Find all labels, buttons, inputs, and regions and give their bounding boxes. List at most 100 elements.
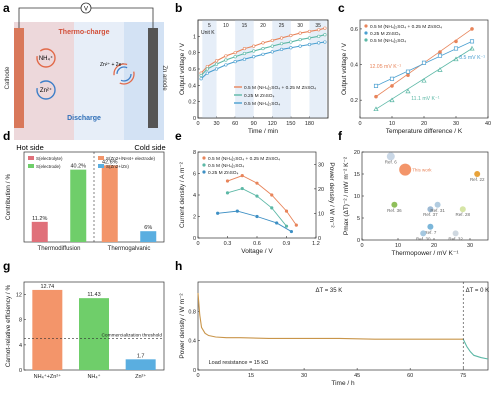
data-point — [389, 97, 395, 103]
data-point — [240, 186, 244, 191]
data-point — [390, 84, 394, 88]
series-line — [462, 338, 489, 360]
cold-side-label: Cold side — [134, 143, 165, 152]
slope-annotation: 11.1 mV K⁻¹ — [411, 96, 440, 102]
data-point — [469, 39, 475, 44]
y-tick-label: 0.2 — [188, 100, 196, 106]
legend-label: 0.5 M (NH₄)₂SO₄ — [208, 163, 244, 169]
legend-label: 0.5 M (NH₄)₂SO₄ + 0.25 M ZnSO₄ — [208, 156, 280, 162]
x-axis-label: Thermopower / mV K⁻¹ — [391, 250, 459, 257]
data-point — [307, 36, 312, 40]
y-tick-label: 0.4 — [350, 63, 358, 69]
data-point — [406, 73, 410, 78]
y-tick-label: 4 — [193, 193, 196, 199]
y2-axis-label: Power density / W m⁻² — [328, 162, 335, 228]
panel-letter: f — [338, 129, 343, 143]
unit-label: Unit K — [201, 30, 215, 36]
y-tick-label: 8 — [19, 318, 22, 324]
point-label: Ref. 32 — [448, 236, 463, 241]
data-point — [224, 54, 228, 58]
series-line — [200, 27, 326, 74]
legend-swatch — [98, 156, 104, 160]
x-tick-label: 75 — [460, 373, 466, 379]
y-tick-label: 0.4 — [188, 83, 196, 89]
chart-b: 0 30 60 90 120 150 180 0 0.2 0.4 0.6 0.8 1 Time / min… — [179, 19, 329, 135]
data-point — [391, 201, 398, 208]
group-label: Thermogalvanic — [108, 246, 151, 252]
legend-swatch — [98, 164, 104, 168]
data-point — [270, 206, 274, 210]
chart-h: 0 15 30 45 60 75 0 0.4 0.8 Time / h Power density … — [179, 281, 489, 387]
bar-value-label: 42.6% — [102, 159, 118, 165]
threshold-label: Commercialization threshold — [101, 333, 162, 339]
data-point — [224, 58, 228, 62]
x-tick-label: 0 — [358, 121, 361, 127]
y-tick-label: 10 — [354, 194, 360, 200]
data-point — [261, 52, 265, 56]
data-point — [434, 201, 441, 208]
data-point — [255, 194, 259, 198]
data-point — [233, 55, 237, 59]
y-tick-label: 0 — [193, 116, 196, 122]
bar-value-label: 12.74 — [40, 284, 54, 290]
step-label: 15 — [242, 23, 248, 29]
anode-plate — [148, 28, 158, 128]
step-label: 10 — [223, 23, 229, 29]
legend-marker — [202, 170, 206, 174]
data-point — [270, 44, 274, 48]
data-point — [279, 47, 284, 52]
data-point — [261, 41, 265, 45]
hot-side-label: Hot side — [16, 143, 44, 152]
data-point — [242, 46, 247, 51]
legend-label: S(Zn2+/Zn) — [106, 164, 129, 169]
bar-value-label: 11.43 — [87, 292, 100, 298]
x-tick-label: 30 — [453, 121, 459, 127]
x-tick-label: 1.2 — [312, 241, 320, 247]
legend-marker — [364, 31, 368, 35]
bar — [70, 169, 87, 242]
plot-frame — [361, 151, 489, 241]
x-tick-label: 60 — [232, 121, 238, 127]
data-point — [373, 83, 379, 88]
data-point — [214, 62, 219, 66]
ion-label-zn-e: Zn²⁺ + 2e⁻ — [100, 62, 124, 68]
category-label: Zn²⁺ — [135, 373, 146, 380]
legend-marker — [202, 156, 206, 160]
data-point — [437, 67, 443, 72]
data-point — [469, 45, 475, 51]
thermo-charge-label: Thermo-charge — [59, 29, 110, 36]
data-point — [261, 46, 265, 51]
x-tick-label: 0.3 — [224, 241, 232, 247]
data-point — [452, 230, 459, 237]
step-label: 20 — [260, 23, 266, 29]
legend-swatch — [28, 156, 34, 160]
y2-tick-label: 10 — [318, 211, 324, 217]
legend-label: 0.25 M ZnSO₄ — [208, 170, 239, 176]
data-point — [240, 174, 244, 178]
legend-swatch — [28, 164, 34, 168]
data-point — [374, 94, 378, 99]
x-tick-label: 120 — [268, 121, 277, 127]
cycle-arrow-icon — [36, 80, 56, 100]
y-tick-label: 5 — [357, 216, 360, 222]
y-tick-label: 0.4 — [188, 339, 196, 345]
point-label: Ref. 7 — [424, 230, 437, 235]
panel-letter: b — [175, 1, 182, 15]
category-label: NH₄⁺ — [87, 373, 100, 380]
bar — [101, 165, 118, 242]
panel-a: a Cathode Zn anode V Thermo-charge Disch… — [3, 1, 167, 152]
data-point — [242, 57, 247, 61]
x-tick-label: 40 — [485, 121, 491, 127]
data-point — [252, 49, 256, 53]
data-point — [298, 44, 302, 48]
y-tick-label: 0 — [193, 236, 196, 242]
y-tick-label: 12 — [16, 293, 22, 299]
bar — [32, 289, 63, 370]
data-point — [252, 44, 256, 48]
step-label: 25 — [279, 23, 285, 29]
voltmeter-label: V — [84, 7, 88, 13]
legend-marker — [202, 163, 206, 167]
data-point — [289, 40, 293, 44]
